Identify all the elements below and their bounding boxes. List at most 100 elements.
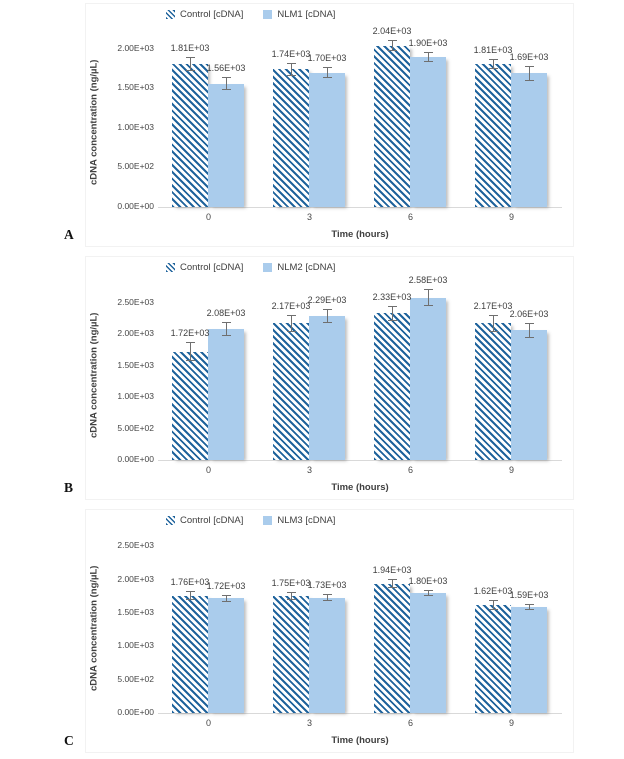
bar-treatment bbox=[309, 315, 345, 460]
error-bar-cap-bottom bbox=[221, 600, 231, 602]
bar-control bbox=[475, 323, 511, 460]
bar-treatment bbox=[410, 56, 446, 207]
y-tick-label: 2.50E+03 bbox=[117, 540, 154, 551]
bar-data-label: 2.17E+03 bbox=[473, 301, 513, 312]
y-tick-label: 5.00E+02 bbox=[117, 422, 154, 433]
bar-control bbox=[172, 351, 208, 460]
error-bar-line bbox=[391, 579, 393, 589]
bar-data-label: 1.73E+03 bbox=[307, 580, 347, 591]
error-bar-cap-top bbox=[185, 56, 195, 58]
chart-frame: Control [cDNA] NLM2 [cDNA] cDNA concentra… bbox=[85, 256, 574, 500]
bar-data-label: 2.04E+03 bbox=[372, 26, 412, 37]
chart-frame: Control [cDNA] NLM3 [cDNA] cDNA concentra… bbox=[85, 509, 574, 753]
bar-treatment bbox=[410, 593, 446, 713]
x-tick-label: 3 bbox=[306, 212, 312, 222]
panel-label: B bbox=[64, 480, 74, 495]
bar-control bbox=[475, 63, 511, 207]
x-tick-label: 6 bbox=[407, 465, 413, 475]
panel-label: C bbox=[64, 733, 74, 748]
x-tick-label: 3 bbox=[306, 718, 312, 728]
error-bar-cap-top bbox=[286, 314, 296, 316]
legend-label: Control [cDNA] bbox=[180, 515, 244, 526]
error-bar-cap-bottom bbox=[322, 321, 332, 323]
error-bar-line bbox=[528, 322, 530, 338]
error-bar-cap-bottom bbox=[488, 608, 498, 610]
x-tick-label: 9 bbox=[508, 212, 514, 222]
error-bar-line bbox=[290, 592, 292, 601]
bar-data-label: 2.08E+03 bbox=[206, 308, 246, 319]
legend-marker-control-icon bbox=[166, 263, 175, 272]
error-bar-cap-bottom bbox=[524, 79, 534, 81]
error-bar-cap-top bbox=[423, 52, 433, 54]
error-bar bbox=[423, 288, 433, 307]
error-bar bbox=[488, 600, 498, 610]
bar-data-label: 1.90E+03 bbox=[408, 38, 448, 49]
error-bar bbox=[221, 595, 231, 602]
error-bar-cap-bottom bbox=[387, 319, 397, 321]
y-tick-label: 2.50E+03 bbox=[117, 296, 154, 307]
error-bar-line bbox=[492, 315, 494, 332]
error-bar-cap-bottom bbox=[286, 74, 296, 76]
error-bar-cap-top bbox=[488, 315, 498, 317]
legend-label: NLM1 [cDNA] bbox=[277, 9, 336, 20]
error-bar-cap-top bbox=[387, 305, 397, 307]
legend-marker-treatment-icon bbox=[263, 263, 273, 272]
error-bar bbox=[488, 315, 498, 332]
error-bar-line bbox=[290, 63, 292, 76]
legend-label: NLM2 [cDNA] bbox=[277, 262, 336, 273]
y-tick-label: 0.00E+00 bbox=[117, 454, 154, 464]
y-axis-ticks: 0.00E+00 5.00E+02 1.00E+03 1.50E+03 2.00E+03… bbox=[94, 290, 154, 463]
bar-data-label: 1.81E+03 bbox=[473, 45, 513, 56]
chart-panel-c: Control [cDNA] NLM3 [cDNA] cDNA concentra… bbox=[0, 506, 624, 759]
error-bar-cap-top bbox=[322, 308, 332, 310]
x-axis-title: Time (hours) bbox=[331, 482, 389, 493]
y-tick-label: 5.00E+02 bbox=[117, 161, 154, 172]
y-tick-label: 5.00E+02 bbox=[117, 673, 154, 684]
error-bar-cap-top bbox=[185, 591, 195, 593]
error-bar-cap-bottom bbox=[185, 360, 195, 362]
x-tick-label: 0 bbox=[205, 718, 211, 728]
error-bar-cap-bottom bbox=[488, 67, 498, 69]
bar-data-label: 1.70E+03 bbox=[307, 53, 347, 64]
error-bar-cap-bottom bbox=[387, 587, 397, 589]
y-tick-label: 1.50E+03 bbox=[117, 82, 154, 93]
error-bar-cap-top bbox=[221, 595, 231, 597]
error-bar-line bbox=[391, 305, 393, 321]
bar-data-label: 1.62E+03 bbox=[473, 586, 513, 597]
error-bar-cap-top bbox=[322, 594, 332, 596]
error-bar-line bbox=[528, 66, 530, 81]
x-tick-label: 6 bbox=[407, 718, 413, 728]
bar-treatment bbox=[511, 330, 547, 460]
bar-data-label: 1.80E+03 bbox=[408, 575, 448, 586]
error-bar bbox=[286, 314, 296, 333]
y-tick-label: 2.00E+03 bbox=[117, 42, 154, 53]
error-bar-line bbox=[326, 67, 328, 79]
error-bar bbox=[423, 589, 433, 597]
y-axis-ticks: 0.00E+00 5.00E+02 1.00E+03 1.50E+03 2.00E+03 bbox=[94, 37, 154, 210]
error-bar-cap-bottom bbox=[221, 334, 231, 336]
y-tick-label: 2.00E+03 bbox=[117, 328, 154, 339]
error-bar bbox=[488, 59, 498, 69]
y-tick-label: 1.00E+03 bbox=[117, 391, 154, 402]
panel-label: A bbox=[64, 227, 74, 242]
error-bar bbox=[185, 591, 195, 601]
error-bar bbox=[322, 67, 332, 79]
error-bar bbox=[423, 52, 433, 62]
bar-data-label: 1.69E+03 bbox=[509, 52, 549, 63]
error-bar bbox=[185, 342, 195, 362]
legend: Control [cDNA] NLM1 [cDNA] bbox=[166, 9, 335, 20]
bar-control bbox=[475, 605, 511, 713]
bar-treatment bbox=[511, 73, 547, 207]
error-bar-line bbox=[189, 56, 191, 71]
chart-panel-a: Control [cDNA] NLM1 [cDNA] cDNA concentra… bbox=[0, 0, 624, 253]
error-bar bbox=[286, 63, 296, 76]
x-tick-label: 6 bbox=[407, 212, 413, 222]
error-bar-cap-bottom bbox=[488, 330, 498, 332]
error-bar-cap-top bbox=[387, 579, 397, 581]
error-bar-cap-top bbox=[488, 600, 498, 602]
error-bar bbox=[387, 305, 397, 321]
legend-label: Control [cDNA] bbox=[180, 9, 244, 20]
bar-control bbox=[374, 313, 410, 460]
x-tick-label: 9 bbox=[508, 718, 514, 728]
